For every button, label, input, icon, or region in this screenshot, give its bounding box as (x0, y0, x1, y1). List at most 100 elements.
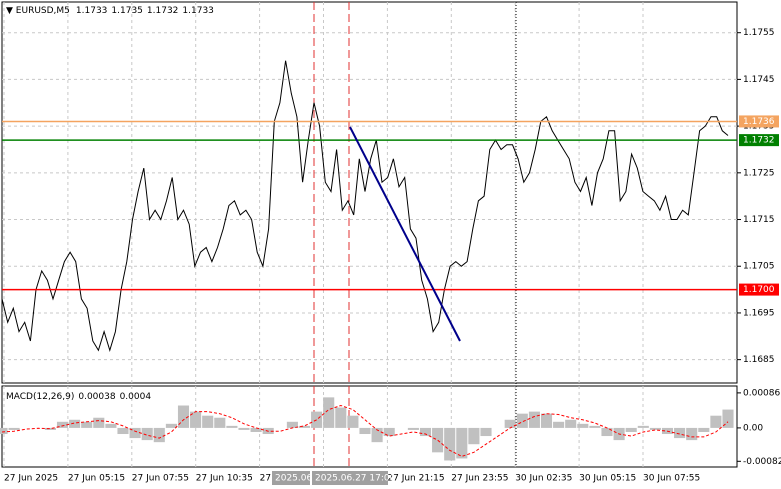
macd-bar (480, 427, 492, 437)
y-tick-label: -0.00082 (743, 457, 781, 467)
macd-label: MACD(12,26,9) (6, 392, 74, 402)
macd-bar (153, 427, 165, 443)
macd-bar (637, 425, 649, 428)
x-tick-label: 30 Jun 02:35 (515, 474, 572, 484)
macd-bar (722, 409, 734, 428)
macd-bar (359, 427, 371, 435)
macd-bar (577, 423, 589, 428)
macd-bar (625, 427, 637, 432)
crosshair-label: 2025.06 (275, 474, 312, 484)
ohlc: 1.1733 (76, 6, 108, 16)
macd-bar (214, 417, 226, 428)
macd-bar (540, 413, 553, 428)
macd-bar (383, 427, 395, 437)
level-label: 1.1700 (743, 285, 775, 295)
y-tick-label: 1.1715 (743, 215, 775, 225)
header: ▼ EURUSD,M5 1.1733 1.1735 1.1732 1.1733 (6, 6, 214, 16)
x-tick-label: 27 Jun 05:15 (68, 474, 125, 484)
level-box (739, 134, 779, 147)
macd-bar (141, 427, 153, 441)
symbol: EURUSD,M5 (16, 6, 70, 16)
y-tick-label: 1.1755 (743, 28, 775, 38)
labels: 1.17551.17451.17351.17251.17151.17051.16… (4, 28, 781, 485)
macd-bar (649, 427, 661, 430)
x-tick-label: 30 Jun 05:15 (579, 474, 636, 484)
y-tick-label: 1.1705 (743, 262, 775, 272)
macd-bar (129, 427, 141, 439)
macd-panel (1, 385, 738, 468)
x-tick-label: 27 Jun 21:15 (387, 474, 444, 484)
macd-bar (250, 427, 262, 432)
y-tick-label: 1.1725 (743, 168, 775, 178)
macd-reading: 0.00038 (78, 392, 115, 402)
x-tick-label: 30 Jun 07:55 (643, 474, 700, 484)
macd-bar (553, 421, 565, 428)
level-label: 1.1736 (743, 117, 775, 127)
macd-bar (93, 417, 105, 428)
macd-bar (710, 415, 722, 428)
x-tick-label: 27 Jun 23:55 (451, 474, 508, 484)
macd-header: MACD(12,26,9) 0.00038 0.0004 (6, 392, 151, 402)
macd-bar (323, 397, 335, 428)
macd-bar (8, 427, 20, 430)
macd-bar (432, 427, 444, 453)
macd-bar (686, 427, 698, 441)
ohlc: 1.1733 (182, 6, 214, 16)
x-tick-label: 27 Jun 2025 (4, 474, 58, 484)
crosshair-box (312, 471, 388, 485)
crosshair-box (272, 471, 310, 485)
macd-bar (69, 419, 81, 428)
macd-bar (335, 407, 347, 428)
price-line (1, 60, 729, 353)
grid (2, 2, 737, 467)
signal-line (1, 404, 729, 457)
macd-bar (238, 427, 250, 430)
macd-reading: 0.0004 (120, 392, 152, 402)
macd-bar (419, 427, 432, 437)
macd-bar (105, 423, 117, 428)
macd-bar (190, 411, 202, 428)
macd-bar (504, 419, 516, 428)
macd-bar (407, 427, 419, 430)
macd-bar (698, 427, 710, 432)
macd-bar (226, 425, 238, 428)
macd-bar (456, 427, 468, 459)
macd-bar (117, 427, 129, 435)
macd-bar (298, 425, 311, 428)
y-tick-label: 1.1695 (743, 308, 775, 318)
level-label: 1.1732 (743, 136, 775, 146)
marks (0, 60, 737, 461)
macd-bar (56, 421, 69, 428)
y-tick-label: 0.00086 (743, 388, 780, 398)
ohlc: 1.1732 (147, 6, 179, 16)
y-tick-label: 1.1745 (743, 75, 775, 85)
macd-bar (81, 421, 93, 428)
macd-bar (44, 427, 56, 430)
y-tick-label: 0.00 (743, 423, 763, 433)
macd-bar (444, 427, 456, 461)
x-tick-label: 27 Jun 10:35 (196, 474, 253, 484)
ohlc: 1.1735 (111, 6, 143, 16)
macd-bar (0, 427, 8, 435)
level-box (739, 115, 779, 128)
macd-bar (601, 427, 613, 437)
x-tick-label: 27 J (260, 474, 277, 484)
macd-bar (565, 419, 577, 428)
macd-bar (165, 423, 177, 428)
macd-bar (202, 415, 214, 428)
macd-bar (589, 425, 601, 428)
macd-bar (516, 413, 528, 428)
trend-line (349, 126, 461, 342)
arrow: ▼ (6, 6, 16, 16)
main-panel (1, 1, 738, 384)
y-tick-label: 1.1685 (743, 355, 775, 365)
macd-bar (674, 427, 686, 439)
macd-bar (468, 427, 480, 445)
crosshair-label: 2025.06.27 17:00 (315, 474, 396, 484)
macd-bar (286, 421, 298, 428)
macd-bar (177, 405, 190, 428)
level-box (739, 283, 779, 296)
macd-bar (371, 427, 383, 443)
x-tick-label: 27 Jun 07:55 (132, 474, 189, 484)
